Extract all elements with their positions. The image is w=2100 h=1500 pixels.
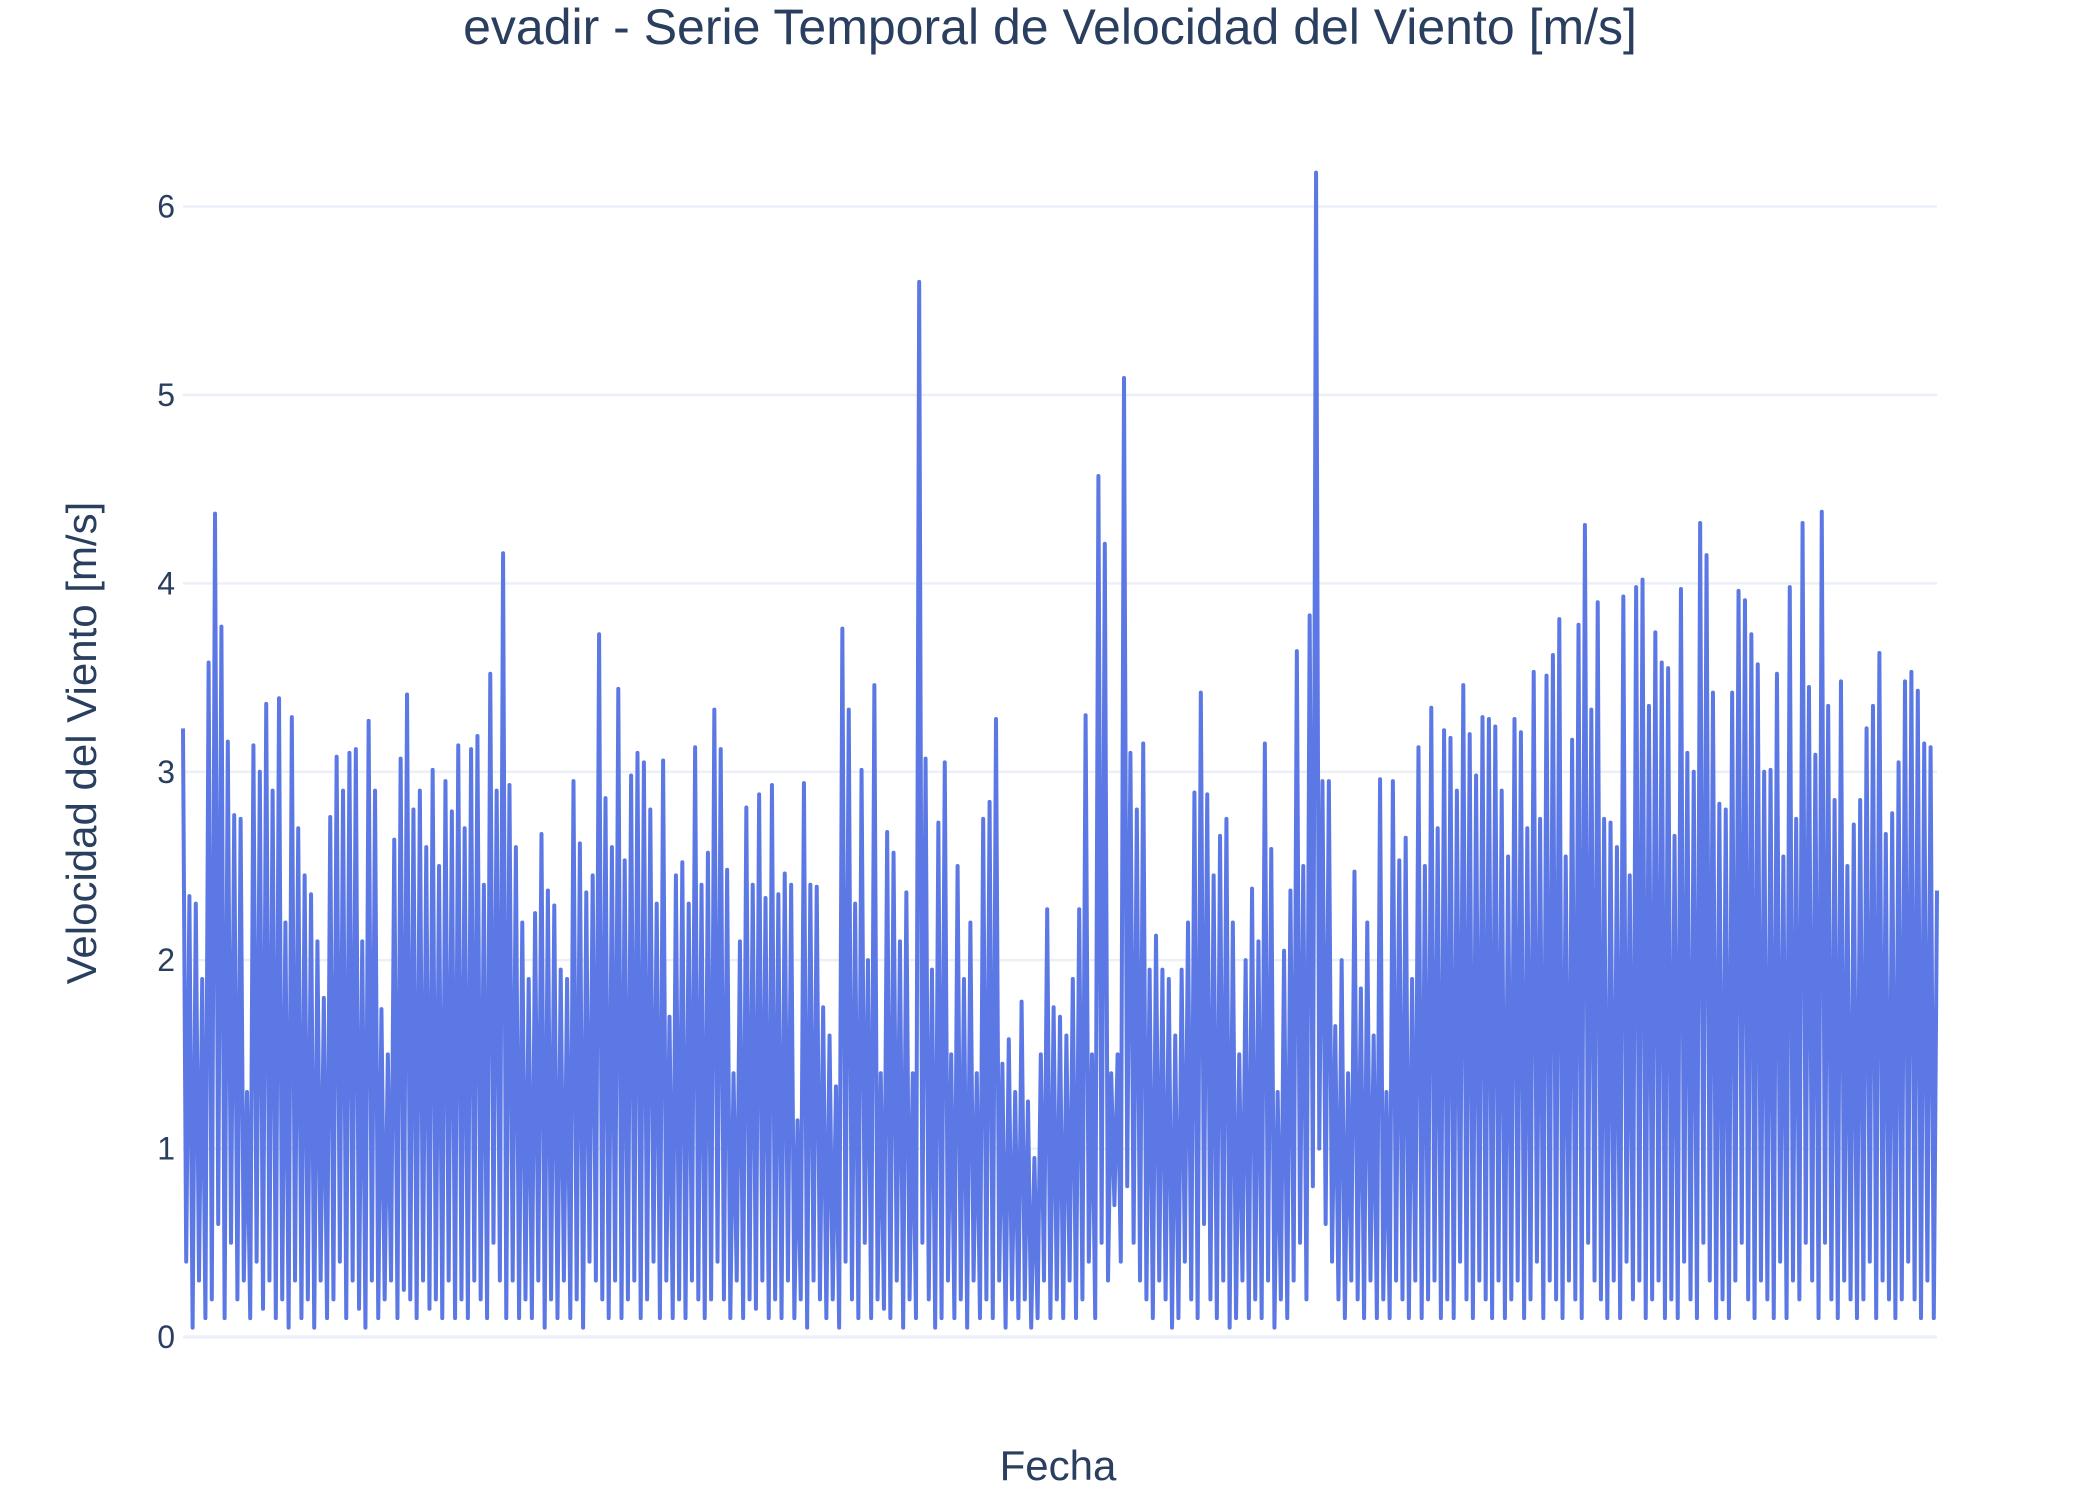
y-tick-label-0: 0	[157, 1319, 175, 1355]
y-tick-label-5: 5	[157, 377, 175, 413]
y-tick-label-2: 2	[157, 942, 175, 978]
y-tick-label-6: 6	[157, 189, 175, 225]
y-tick-label-4: 4	[157, 565, 175, 601]
chart-title: evadir - Serie Temporal de Velocidad del…	[463, 0, 1637, 55]
y-tick-label-1: 1	[157, 1131, 175, 1167]
y-tick-labels: 0 1 2 3 4 5 6	[157, 189, 175, 1355]
series-line-0	[181, 170, 1939, 1330]
x-axis-title: Fecha	[1000, 1442, 1117, 1489]
series-layer	[181, 170, 1939, 1330]
y-tick-label-3: 3	[157, 754, 175, 790]
y-axis-title: Velocidad del Viento [m/s]	[58, 502, 105, 985]
